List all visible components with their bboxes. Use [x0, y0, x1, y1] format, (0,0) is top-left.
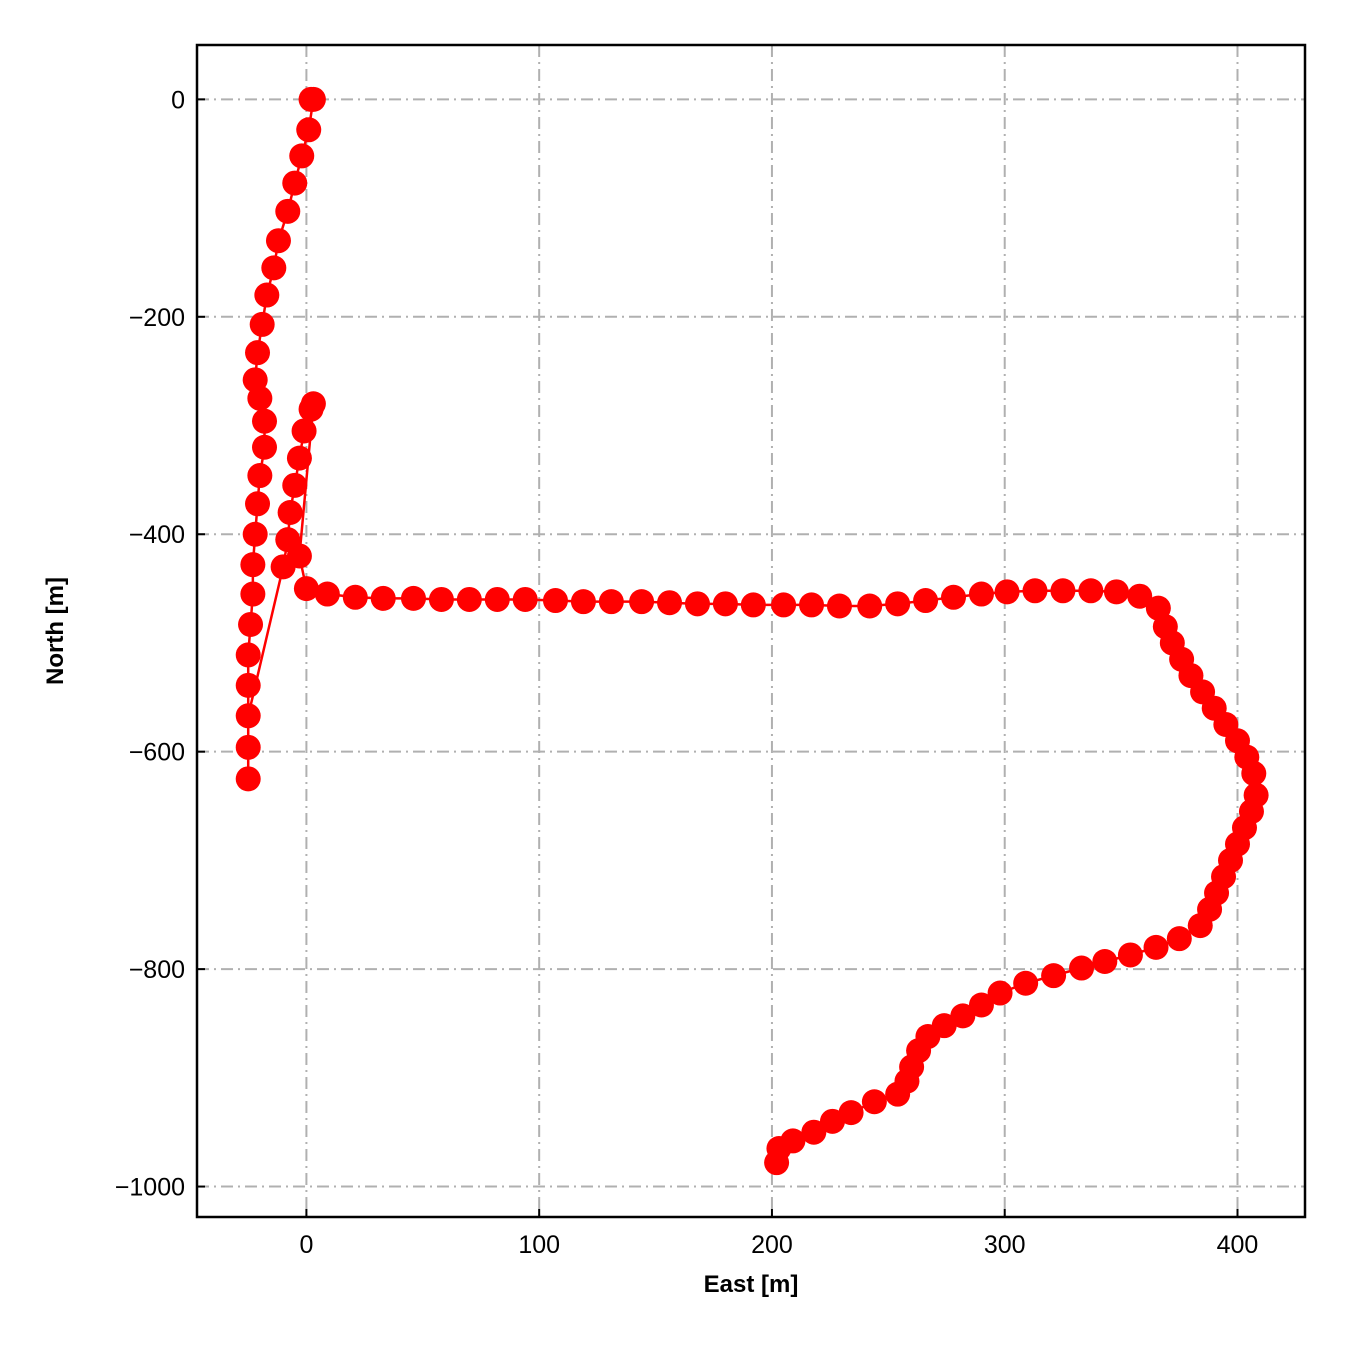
point-marker — [1069, 955, 1095, 981]
point-marker — [968, 581, 994, 607]
point-marker — [950, 1003, 976, 1029]
point-marker — [1117, 942, 1143, 968]
point-marker — [968, 992, 994, 1018]
point-marker — [799, 592, 825, 618]
x-tick-label: 0 — [299, 1231, 313, 1259]
point-marker — [1078, 578, 1104, 604]
point-marker — [289, 143, 315, 169]
point-marker — [484, 586, 510, 612]
point-marker — [249, 311, 275, 337]
point-marker — [265, 228, 291, 254]
point-marker — [712, 591, 738, 617]
point-marker — [240, 552, 266, 578]
point-marker — [314, 581, 340, 607]
y-tick-label: −1000 — [115, 1174, 185, 1202]
point-marker — [684, 591, 710, 617]
x-tick-label: 400 — [1217, 1231, 1259, 1259]
x-tick-label: 300 — [984, 1231, 1026, 1259]
point-marker — [885, 591, 911, 617]
x-axis-label: East [m] — [704, 1271, 799, 1298]
point-marker — [261, 255, 287, 281]
point-marker — [238, 611, 264, 637]
point-marker — [885, 1081, 911, 1107]
point-marker — [235, 642, 261, 668]
point-marker — [247, 385, 273, 411]
y-tick-label: −200 — [129, 304, 185, 332]
point-marker — [598, 589, 624, 615]
point-marker — [235, 766, 261, 792]
point-marker — [400, 585, 426, 611]
point-marker — [1022, 578, 1048, 604]
y-tick-label: −400 — [129, 521, 185, 549]
point-marker — [282, 170, 308, 196]
point-marker — [370, 585, 396, 611]
point-marker — [277, 499, 303, 525]
y-tick-label: −800 — [129, 956, 185, 984]
point-marker — [254, 282, 280, 308]
x-tick-label: 100 — [518, 1231, 560, 1259]
point-marker — [570, 589, 596, 615]
y-axis-label: North [m] — [42, 577, 69, 685]
point-marker — [771, 592, 797, 618]
point-marker — [300, 86, 326, 112]
point-marker — [740, 592, 766, 618]
point-marker — [245, 491, 271, 517]
point-marker — [1103, 579, 1129, 605]
y-tick-label: −600 — [129, 739, 185, 767]
point-marker — [987, 980, 1013, 1006]
point-marker — [1187, 913, 1213, 939]
point-marker — [801, 1119, 827, 1145]
point-marker — [296, 117, 322, 143]
point-marker — [428, 586, 454, 612]
point-marker — [1166, 926, 1192, 952]
point-marker — [245, 340, 271, 366]
point-marker — [235, 703, 261, 729]
point-marker — [286, 543, 312, 569]
point-marker — [542, 588, 568, 614]
point-marker — [1041, 963, 1067, 989]
point-marker — [1013, 970, 1039, 996]
point-marker — [1050, 578, 1076, 604]
point-marker — [293, 576, 319, 602]
point-marker — [282, 472, 308, 498]
point-marker — [657, 590, 683, 616]
point-marker — [629, 589, 655, 615]
point-marker — [941, 584, 967, 610]
point-marker — [512, 586, 538, 612]
point-marker — [857, 593, 883, 619]
point-marker — [240, 581, 266, 607]
point-marker — [342, 584, 368, 610]
point-marker — [300, 391, 326, 417]
point-marker — [838, 1100, 864, 1126]
point-marker — [252, 434, 278, 460]
point-marker — [291, 418, 317, 444]
point-marker — [1127, 583, 1153, 609]
point-marker — [275, 198, 301, 224]
point-marker — [247, 463, 273, 489]
point-marker — [913, 588, 939, 614]
point-marker — [242, 521, 268, 547]
point-marker — [1143, 934, 1169, 960]
x-tick-label: 200 — [751, 1231, 793, 1259]
point-marker — [1092, 949, 1118, 975]
point-marker — [764, 1150, 790, 1176]
point-marker — [252, 408, 278, 434]
point-marker — [456, 586, 482, 612]
point-marker — [826, 593, 852, 619]
point-marker — [235, 672, 261, 698]
point-marker — [286, 445, 312, 471]
trajectory-line — [246, 98, 1258, 1163]
point-marker — [819, 1108, 845, 1134]
plot-frame — [195, 43, 1307, 1219]
y-tick-label: 0 — [171, 86, 185, 114]
point-marker — [1241, 760, 1267, 786]
point-marker — [861, 1089, 887, 1115]
point-marker — [235, 734, 261, 760]
point-marker — [994, 579, 1020, 605]
